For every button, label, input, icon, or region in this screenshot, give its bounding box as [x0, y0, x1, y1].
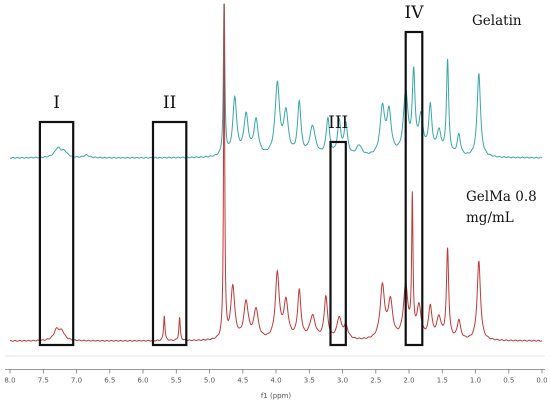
series-line-1: [9, 3, 543, 342]
x-tick-label: 5.5: [171, 377, 182, 385]
x-axis-label: f1 (ppm): [261, 392, 292, 400]
region-label-i: I: [53, 93, 60, 113]
region-box-ii: [151, 120, 188, 347]
x-tick-label: 2.5: [370, 377, 381, 385]
series-label-gelma-line2: mg/mL: [466, 210, 514, 226]
x-tick-label: 7.0: [71, 377, 82, 385]
x-tick-label: 5.0: [204, 377, 215, 385]
x-tick-label: 4.5: [237, 377, 248, 385]
series-label-gelma-line1: GelMa 0.8: [466, 189, 537, 205]
region-box-iv: [404, 30, 424, 347]
x-tick-label: 7.5: [38, 377, 49, 385]
series-line-0: [9, 3, 543, 159]
region-label-iv: IV: [405, 3, 425, 23]
x-tick-label: 1.0: [470, 377, 481, 385]
x-tick-label: 6.5: [104, 377, 115, 385]
x-tick-label: 1.5: [437, 377, 448, 385]
x-tick-label: 3.0: [337, 377, 348, 385]
spectrum-traces: [5, 3, 545, 357]
x-axis-ticks: 8.0 7.5 7.0 6.5 6.0 5.5 5.0 4.5 4.0 3.5 3.0 2.5 2.0 1…: [4, 369, 548, 385]
series-label-gelatin: Gelatin: [472, 13, 522, 29]
region-label-ii: II: [163, 93, 176, 113]
region-box-iii: [329, 140, 347, 347]
x-tick-label: 4.0: [270, 377, 281, 385]
region-box-i: [38, 120, 75, 347]
x-tick-label: 0.0: [536, 377, 547, 385]
x-tick-label: 8.0: [4, 377, 15, 385]
x-tick-label: 6.0: [137, 377, 148, 385]
x-tick-label: 3.5: [304, 377, 315, 385]
x-tick-label: 0.5: [503, 377, 514, 385]
x-tick-label: 2.0: [403, 377, 414, 385]
region-label-iii: III: [328, 113, 348, 133]
